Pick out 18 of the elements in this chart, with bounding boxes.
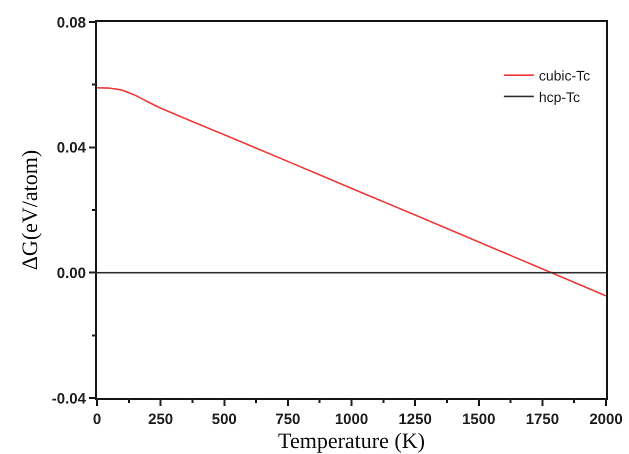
x-tick-label: 500 [212,411,237,428]
x-axis-title: Temperature (K) [278,428,425,453]
y-tick-label: 0.04 [56,140,87,157]
legend-label: cubic-Tc [538,68,590,84]
y-tick-label: -0.04 [52,390,87,408]
x-tick-label: 1750 [526,411,560,428]
legend-label: hcp-Tc [538,88,580,105]
x-tick-label: 750 [275,411,300,428]
x-tick-label: 0 [92,411,102,428]
y-tick-label: 0.00 [56,264,86,282]
y-axis-title: ΔG(eV/atom) [17,150,42,270]
x-tick-label: 1250 [398,411,432,428]
x-tick-label: 250 [148,411,174,428]
line-series [97,87,606,297]
x-tick-label: 2000 [589,411,623,428]
x-tick-label: 1000 [334,411,368,428]
y-tick-label: 0.08 [56,14,86,32]
x-tick-label: 1500 [462,411,496,428]
